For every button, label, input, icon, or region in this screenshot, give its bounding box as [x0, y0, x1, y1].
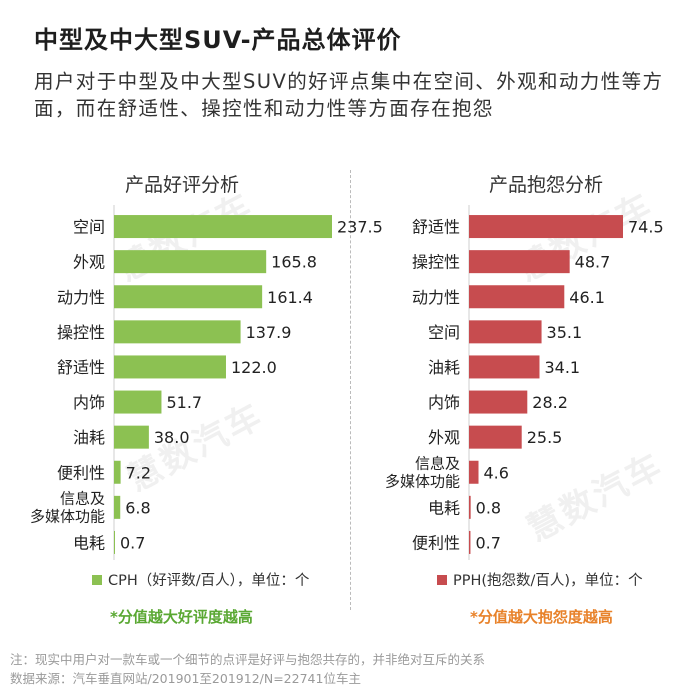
negative-bar	[469, 320, 542, 344]
source-note: 数据来源：汽车垂直网站/201901至201912/N=22741位车主	[10, 671, 361, 686]
negative-value-label: 28.2	[532, 393, 568, 412]
page-title: 中型及中大型SUV-产品总体评价	[34, 26, 402, 54]
negative-bar	[469, 425, 522, 449]
positive-value-label: 165.8	[271, 253, 317, 272]
positive-bar	[114, 320, 241, 344]
negative-category-label: 电耗	[428, 498, 460, 517]
positive-value-label: 137.9	[246, 323, 292, 342]
negative-bar	[469, 495, 471, 519]
negative-bar	[469, 460, 479, 484]
positive-bar	[114, 460, 121, 484]
positive-value-label: 38.0	[154, 428, 190, 447]
positive-category-label: 油耗	[73, 428, 105, 447]
negative-bar	[469, 215, 623, 239]
negative-value-label: 4.6	[484, 463, 509, 482]
negative-value-label: 74.5	[628, 218, 664, 237]
negative-bar	[469, 285, 565, 309]
positive-bar	[114, 215, 332, 239]
legend-negative: PPH(抱怨数/百人)，单位：个	[437, 569, 643, 590]
positive-category-label: 便利性	[57, 463, 105, 482]
legend-positive-swatch	[92, 575, 102, 585]
negative-value-label: 25.5	[527, 428, 563, 447]
positive-bar	[114, 425, 149, 449]
positive-bar	[114, 530, 115, 554]
positive-value-label: 7.2	[126, 463, 151, 482]
positive-category-label: 空间	[73, 218, 105, 237]
legend-positive-label: CPH（好评数/百人），单位：个	[108, 573, 310, 589]
negative-bar	[469, 250, 570, 274]
positive-value-label: 6.8	[125, 498, 150, 517]
legend-positive: CPH（好评数/百人），单位：个	[92, 569, 309, 590]
positive-value-label: 122.0	[231, 358, 277, 377]
negative-category-label: 油耗	[428, 358, 460, 377]
negative-bar	[469, 390, 528, 414]
positive-category-label: 信息及多媒体功能	[30, 489, 105, 525]
negative-category-label: 舒适性	[412, 218, 460, 237]
positive-bar	[114, 390, 162, 414]
negative-bar	[469, 355, 540, 379]
positive-category-label: 内饰	[73, 393, 105, 412]
panel-divider	[350, 170, 351, 610]
footnote: 注：现实中用户对一款车或一个细节的点评是好评与抱怨共存的，并非绝对互斥的关系	[10, 652, 486, 667]
positive-category-label: 动力性	[57, 288, 105, 307]
positive-chart-title: 产品好评分析	[125, 174, 239, 196]
negative-category-label: 信息及多媒体功能	[385, 454, 460, 490]
negative-category-label: 便利性	[412, 533, 460, 552]
positive-category-label: 外观	[73, 253, 105, 272]
negative-category-label: 操控性	[412, 253, 460, 272]
positive-value-label: 161.4	[267, 288, 313, 307]
positive-value-label: 0.7	[120, 533, 145, 552]
page-subtitle: 用户对于中型及中大型SUV的好评点集中在空间、外观和动力性等方面，而在舒适性、操…	[34, 70, 664, 120]
negative-value-label: 34.1	[544, 358, 580, 377]
emphasis-negative: *分值越大抱怨度越高	[470, 608, 613, 626]
negative-category-label: 动力性	[412, 288, 460, 307]
negative-value-label: 35.1	[547, 323, 583, 342]
positive-bar	[114, 285, 263, 309]
emphasis-positive: *分值越大好评度越高	[110, 608, 253, 626]
positive-category-label: 舒适性	[57, 358, 105, 377]
negative-bar	[469, 530, 471, 554]
negative-value-label: 0.7	[475, 533, 500, 552]
negative-category-label: 内饰	[428, 393, 460, 412]
positive-value-label: 51.7	[166, 393, 202, 412]
negative-chart-title: 产品抱怨分析	[489, 174, 603, 196]
legend-negative-swatch	[437, 575, 447, 585]
positive-value-label: 237.5	[337, 218, 383, 237]
positive-bar	[114, 355, 226, 379]
positive-bar	[114, 250, 267, 274]
negative-category-label: 外观	[428, 428, 460, 447]
positive-bar	[114, 495, 121, 519]
positive-category-label: 电耗	[73, 533, 105, 552]
negative-value-label: 48.7	[575, 253, 611, 272]
positive-category-label: 操控性	[57, 323, 105, 342]
negative-category-label: 空间	[428, 323, 460, 342]
negative-value-label: 46.1	[569, 288, 605, 307]
legend-negative-label: PPH(抱怨数/百人)，单位：个	[453, 573, 643, 589]
negative-value-label: 0.8	[476, 498, 501, 517]
